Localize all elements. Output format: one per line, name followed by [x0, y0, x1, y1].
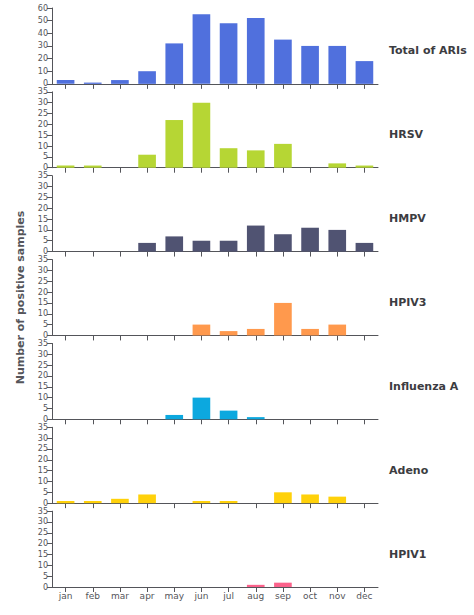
svg-text:sep: sep	[275, 591, 291, 601]
svg-text:HPIV3: HPIV3	[389, 296, 427, 309]
svg-text:50: 50	[38, 16, 48, 25]
svg-text:30: 30	[38, 517, 48, 526]
svg-text:may: may	[164, 591, 184, 601]
svg-text:Influenza A: Influenza A	[389, 380, 459, 393]
svg-text:Number of positive samples: Number of positive samples	[14, 210, 27, 384]
svg-text:0: 0	[42, 330, 48, 340]
svg-text:30: 30	[38, 434, 48, 443]
svg-text:30: 30	[38, 350, 48, 359]
svg-text:0: 0	[42, 247, 48, 257]
svg-text:25: 25	[38, 193, 48, 202]
svg-text:dec: dec	[356, 591, 372, 601]
svg-text:35: 35	[38, 171, 48, 180]
svg-text:0: 0	[42, 163, 48, 173]
svg-text:HPIV1: HPIV1	[389, 548, 427, 561]
svg-text:nov: nov	[329, 591, 346, 601]
svg-text:HMPV: HMPV	[389, 212, 426, 225]
svg-text:20: 20	[38, 54, 48, 63]
svg-text:jan: jan	[58, 591, 73, 601]
svg-text:40: 40	[38, 29, 48, 38]
svg-text:0: 0	[42, 414, 48, 424]
svg-text:20: 20	[38, 371, 48, 380]
svg-text:20: 20	[38, 120, 48, 129]
svg-text:0: 0	[43, 583, 48, 592]
svg-text:25: 25	[38, 528, 48, 537]
svg-text:10: 10	[38, 309, 48, 318]
svg-text:mar: mar	[111, 591, 129, 601]
svg-text:15: 15	[38, 298, 48, 307]
svg-text:10: 10	[38, 393, 48, 402]
svg-text:20: 20	[38, 539, 48, 548]
svg-text:5: 5	[43, 236, 48, 245]
svg-text:5: 5	[43, 404, 48, 413]
svg-text:15: 15	[38, 131, 48, 140]
svg-text:10: 10	[38, 142, 48, 151]
svg-text:20: 20	[38, 455, 48, 464]
svg-text:35: 35	[38, 255, 48, 264]
svg-text:Total of ARIs: Total of ARIs	[389, 44, 467, 57]
svg-text:15: 15	[38, 215, 48, 224]
svg-text:aug: aug	[247, 591, 264, 601]
svg-text:apr: apr	[140, 591, 155, 601]
svg-text:jul: jul	[222, 591, 234, 601]
svg-text:10: 10	[38, 225, 48, 234]
svg-text:20: 20	[38, 204, 48, 213]
svg-text:5: 5	[43, 572, 48, 581]
svg-text:feb: feb	[86, 591, 101, 601]
svg-text:5: 5	[43, 320, 48, 329]
svg-text:25: 25	[38, 109, 48, 118]
svg-text:25: 25	[38, 277, 48, 286]
svg-text:5: 5	[43, 488, 48, 497]
svg-text:35: 35	[38, 423, 48, 432]
svg-text:10: 10	[38, 67, 48, 76]
svg-text:15: 15	[38, 466, 48, 475]
svg-text:jun: jun	[193, 591, 208, 601]
svg-text:35: 35	[38, 339, 48, 348]
svg-text:25: 25	[38, 361, 48, 370]
svg-text:15: 15	[38, 550, 48, 559]
svg-text:10: 10	[38, 477, 48, 486]
svg-text:5: 5	[43, 152, 48, 161]
svg-text:35: 35	[38, 87, 48, 96]
svg-text:20: 20	[38, 288, 48, 297]
svg-text:35: 35	[38, 507, 48, 516]
svg-text:30: 30	[38, 98, 48, 107]
svg-text:10: 10	[38, 561, 48, 570]
svg-text:0: 0	[42, 498, 48, 508]
svg-text:15: 15	[38, 382, 48, 391]
svg-text:0: 0	[42, 79, 48, 89]
svg-text:oct: oct	[303, 591, 317, 601]
svg-text:30: 30	[38, 266, 48, 275]
svg-text:Adeno: Adeno	[389, 464, 429, 477]
svg-text:60: 60	[38, 4, 48, 13]
svg-text:25: 25	[38, 444, 48, 453]
svg-text:30: 30	[38, 182, 48, 191]
svg-text:30: 30	[38, 41, 48, 50]
svg-text:HRSV: HRSV	[389, 128, 424, 141]
